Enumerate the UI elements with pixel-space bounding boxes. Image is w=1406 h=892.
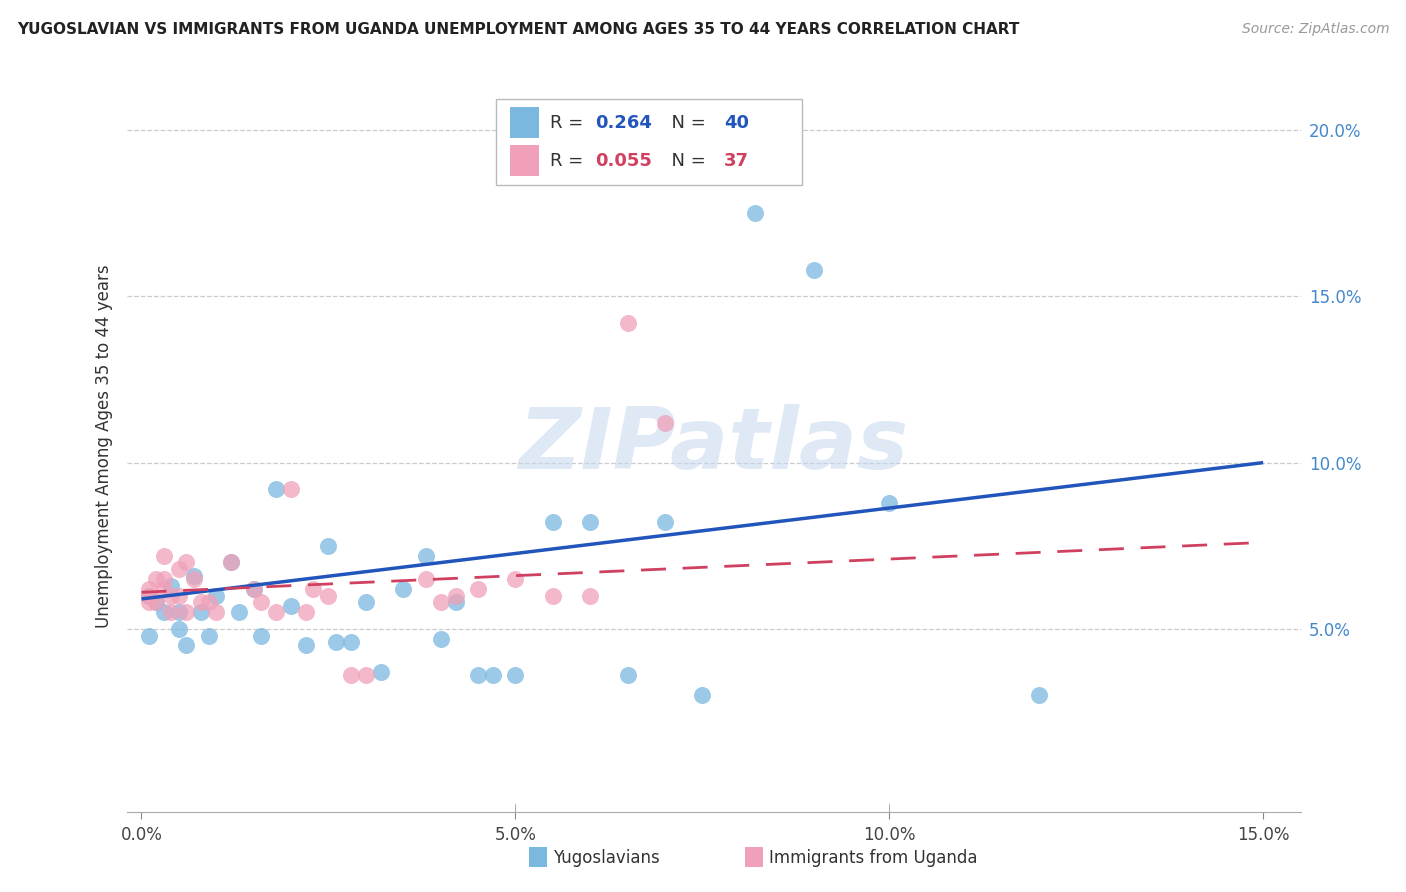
Point xyxy=(153,605,176,619)
Point xyxy=(190,605,212,619)
Point xyxy=(415,549,437,563)
Point xyxy=(541,589,564,603)
Bar xyxy=(510,145,538,176)
Point xyxy=(190,595,212,609)
Point xyxy=(692,689,714,703)
Point xyxy=(138,589,160,603)
Text: 0.055: 0.055 xyxy=(595,152,652,169)
Point xyxy=(167,622,190,636)
Point xyxy=(505,668,527,682)
Point xyxy=(145,572,167,586)
Point xyxy=(340,668,363,682)
Point xyxy=(579,516,602,530)
Point xyxy=(183,572,205,586)
Point xyxy=(219,555,242,569)
Text: Immigrants from Uganda: Immigrants from Uganda xyxy=(769,849,977,867)
Text: ZIPatlas: ZIPatlas xyxy=(519,404,908,488)
Point xyxy=(138,589,160,603)
Point xyxy=(264,482,287,496)
Point xyxy=(318,539,340,553)
Point xyxy=(302,582,325,596)
Point xyxy=(205,589,228,603)
Point xyxy=(467,582,489,596)
Point xyxy=(467,668,489,682)
Point xyxy=(877,495,900,509)
Point xyxy=(153,549,176,563)
Point xyxy=(167,562,190,576)
Point xyxy=(250,628,273,642)
Point xyxy=(138,582,160,596)
Point xyxy=(280,482,302,496)
Point xyxy=(803,262,825,277)
Point xyxy=(354,595,377,609)
Point xyxy=(138,595,160,609)
Point xyxy=(160,579,183,593)
Point xyxy=(198,595,221,609)
Point xyxy=(340,635,363,649)
Point xyxy=(145,595,167,609)
Point xyxy=(654,516,676,530)
Point xyxy=(176,555,198,569)
Point xyxy=(183,568,205,582)
Point xyxy=(354,668,377,682)
FancyBboxPatch shape xyxy=(496,99,801,185)
Point xyxy=(482,668,505,682)
Point xyxy=(392,582,415,596)
Point xyxy=(505,572,527,586)
Point xyxy=(579,589,602,603)
Point xyxy=(1028,689,1050,703)
Point xyxy=(176,639,198,653)
Text: YUGOSLAVIAN VS IMMIGRANTS FROM UGANDA UNEMPLOYMENT AMONG AGES 35 TO 44 YEARS COR: YUGOSLAVIAN VS IMMIGRANTS FROM UGANDA UN… xyxy=(17,22,1019,37)
Point xyxy=(176,605,198,619)
Text: N =: N = xyxy=(659,114,711,132)
Point xyxy=(654,416,676,430)
Point xyxy=(325,635,347,649)
Text: 0.264: 0.264 xyxy=(595,114,652,132)
Point xyxy=(145,595,167,609)
Point xyxy=(444,589,467,603)
Point xyxy=(744,206,766,220)
Point xyxy=(541,516,564,530)
Text: R =: R = xyxy=(550,114,589,132)
Text: Source: ZipAtlas.com: Source: ZipAtlas.com xyxy=(1241,22,1389,37)
Point xyxy=(318,589,340,603)
Point xyxy=(242,582,264,596)
Point xyxy=(415,572,437,586)
Point xyxy=(250,595,273,609)
Point xyxy=(228,605,250,619)
Bar xyxy=(510,107,538,138)
Point xyxy=(429,632,451,646)
Point xyxy=(242,582,264,596)
Point xyxy=(616,668,638,682)
Point xyxy=(167,589,190,603)
Point xyxy=(167,605,190,619)
Y-axis label: Unemployment Among Ages 35 to 44 years: Unemployment Among Ages 35 to 44 years xyxy=(94,264,112,628)
Text: 37: 37 xyxy=(724,152,749,169)
Point xyxy=(219,555,242,569)
Point xyxy=(280,599,302,613)
Point xyxy=(153,582,176,596)
Text: R =: R = xyxy=(550,152,589,169)
Point xyxy=(370,665,392,679)
Point xyxy=(160,589,183,603)
Point xyxy=(153,572,176,586)
Text: Yugoslavians: Yugoslavians xyxy=(553,849,659,867)
Point xyxy=(198,628,221,642)
Point xyxy=(429,595,451,609)
Point xyxy=(205,605,228,619)
Point xyxy=(160,605,183,619)
Point xyxy=(295,639,318,653)
Point xyxy=(264,605,287,619)
Point xyxy=(444,595,467,609)
Text: N =: N = xyxy=(659,152,711,169)
Point xyxy=(295,605,318,619)
Text: 40: 40 xyxy=(724,114,749,132)
Point xyxy=(616,316,638,330)
Point xyxy=(138,628,160,642)
